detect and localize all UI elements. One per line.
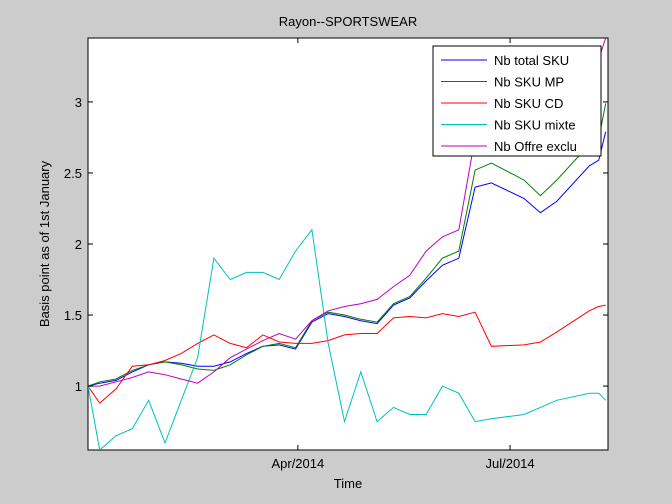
- y-tick-label: 1: [75, 379, 82, 394]
- y-axis-label: Basis point as of 1st January: [37, 160, 52, 327]
- series-line-2: [88, 103, 607, 387]
- legend-label: Nb SKU MP: [494, 75, 564, 90]
- y-tick-label: 3: [75, 95, 82, 110]
- chart-title: Rayon--SPORTSWEAR: [279, 14, 417, 29]
- legend-label: Nb Offre exclu: [494, 139, 577, 154]
- x-axis-label: Time: [334, 476, 362, 491]
- legend: Nb total SKU Nb SKU MP Nb SKU CD Nb SKU mix…: [432, 45, 602, 157]
- series-line-4: [88, 228, 607, 450]
- series-line-3: [88, 304, 606, 404]
- legend-box: [432, 45, 602, 157]
- x-tick-label: Apr/2014: [271, 456, 324, 471]
- x-tick-label: Jul/2014: [485, 456, 534, 471]
- legend-label: Nb total SKU: [494, 53, 569, 68]
- y-tick-label: 2.5: [64, 166, 82, 181]
- legend-label: Nb SKU mixte: [494, 118, 576, 133]
- axis-layer: 1 1.5 2 2.5 3 Apr/2014 Jul/2014: [64, 38, 608, 471]
- legend-label: Nb SKU CD: [494, 96, 563, 111]
- y-tick-label: 2: [75, 237, 82, 252]
- y-tick-label: 1.5: [64, 308, 82, 323]
